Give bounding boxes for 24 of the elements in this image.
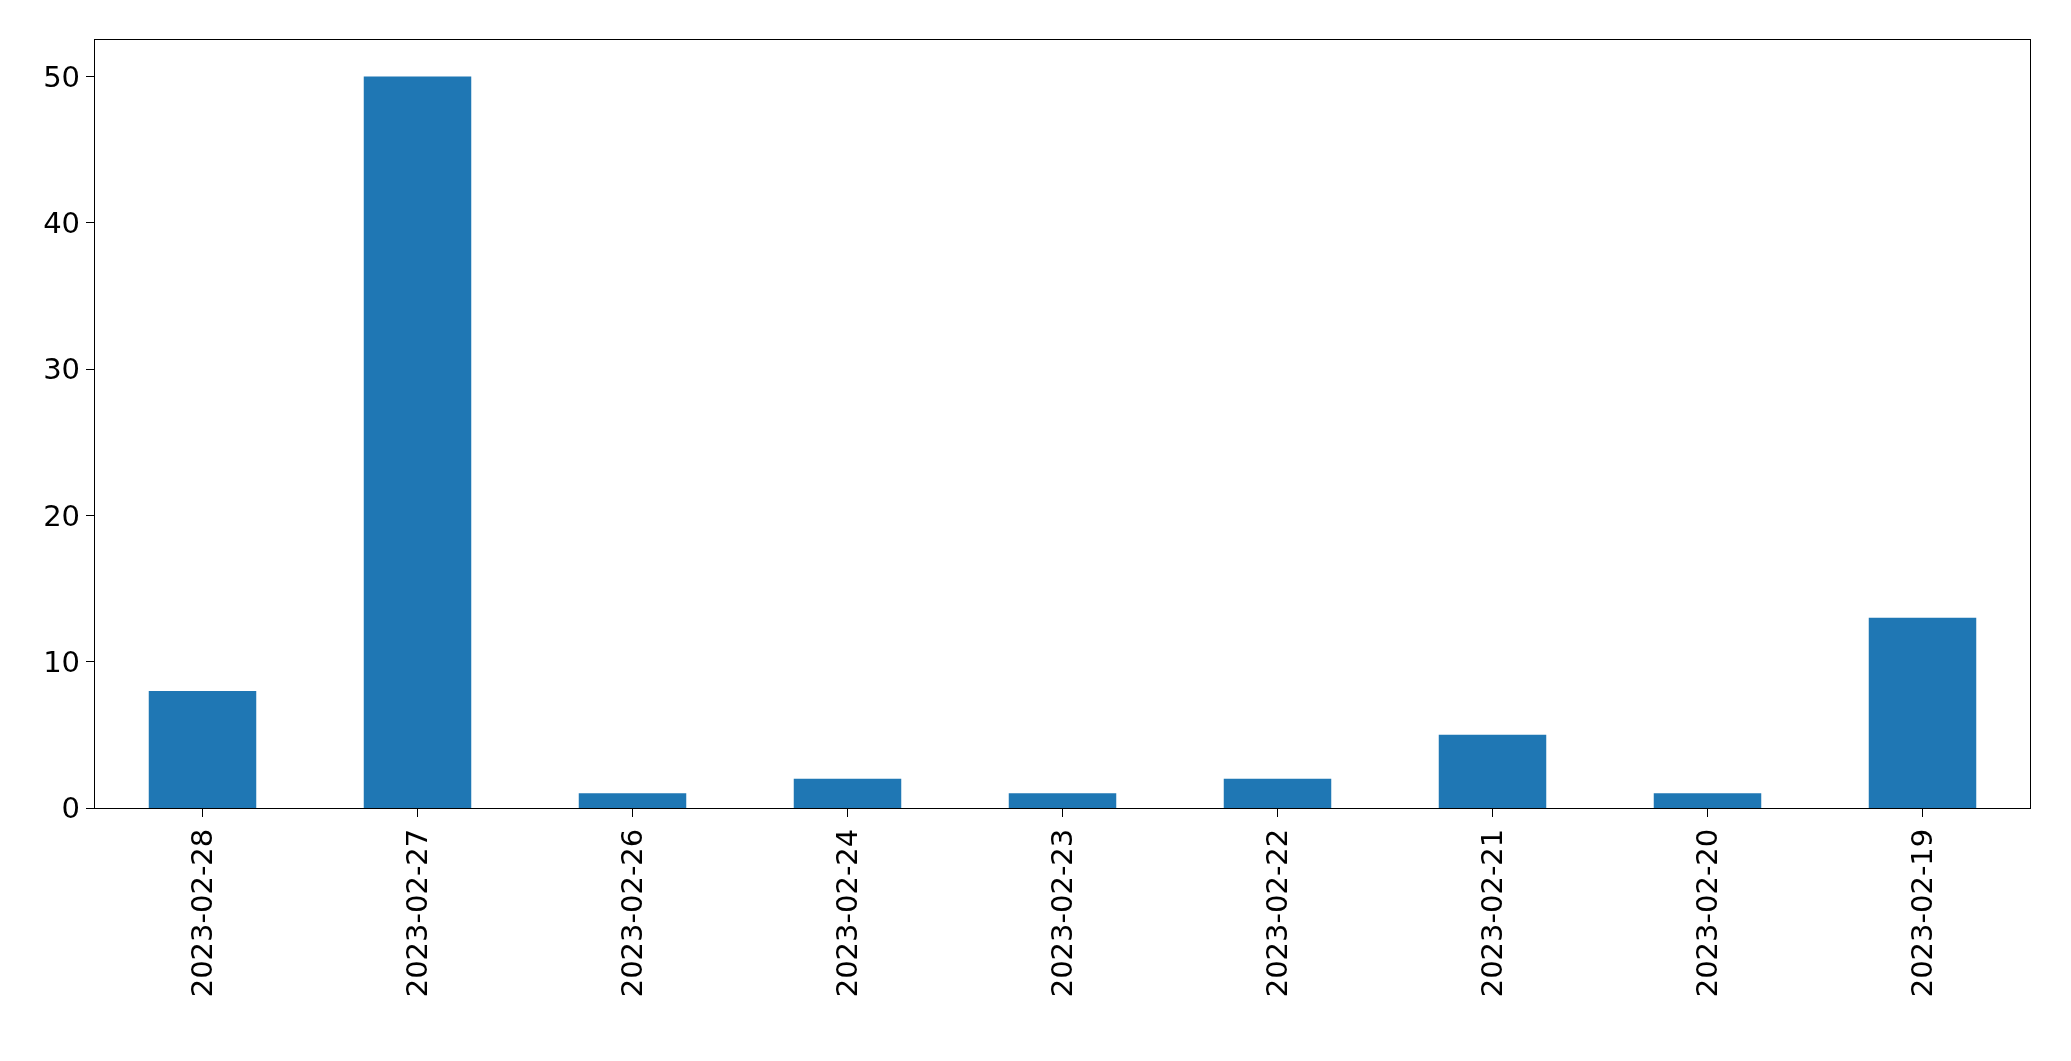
y-tick-label: 20	[43, 498, 81, 533]
y-tick-label: 50	[43, 59, 81, 94]
x-tick-label: 2023-02-23	[1044, 828, 1079, 998]
bar	[1653, 793, 1762, 808]
x-tick-label: 2023-02-20	[1689, 828, 1724, 998]
y-tick-label: 30	[43, 352, 81, 387]
x-tick-label: 2023-02-22	[1259, 828, 1294, 998]
y-tick-label: 40	[43, 206, 81, 241]
bar	[363, 76, 472, 808]
y-tick-label: 10	[43, 644, 81, 679]
x-tick-label: 2023-02-24	[829, 828, 864, 998]
bar	[793, 778, 902, 808]
x-tick-label: 2023-02-19	[1904, 828, 1939, 998]
x-tick-label: 2023-02-28	[184, 828, 219, 998]
x-tick-label: 2023-02-27	[399, 828, 434, 998]
bar	[1008, 793, 1117, 808]
bar	[578, 793, 687, 808]
bar	[1223, 778, 1332, 808]
x-tick-label: 2023-02-26	[614, 828, 649, 998]
bar	[148, 690, 257, 808]
y-tick-label: 0	[61, 791, 81, 826]
x-tick-label: 2023-02-21	[1474, 828, 1509, 998]
bar	[1868, 617, 1977, 808]
bar	[1438, 734, 1547, 808]
